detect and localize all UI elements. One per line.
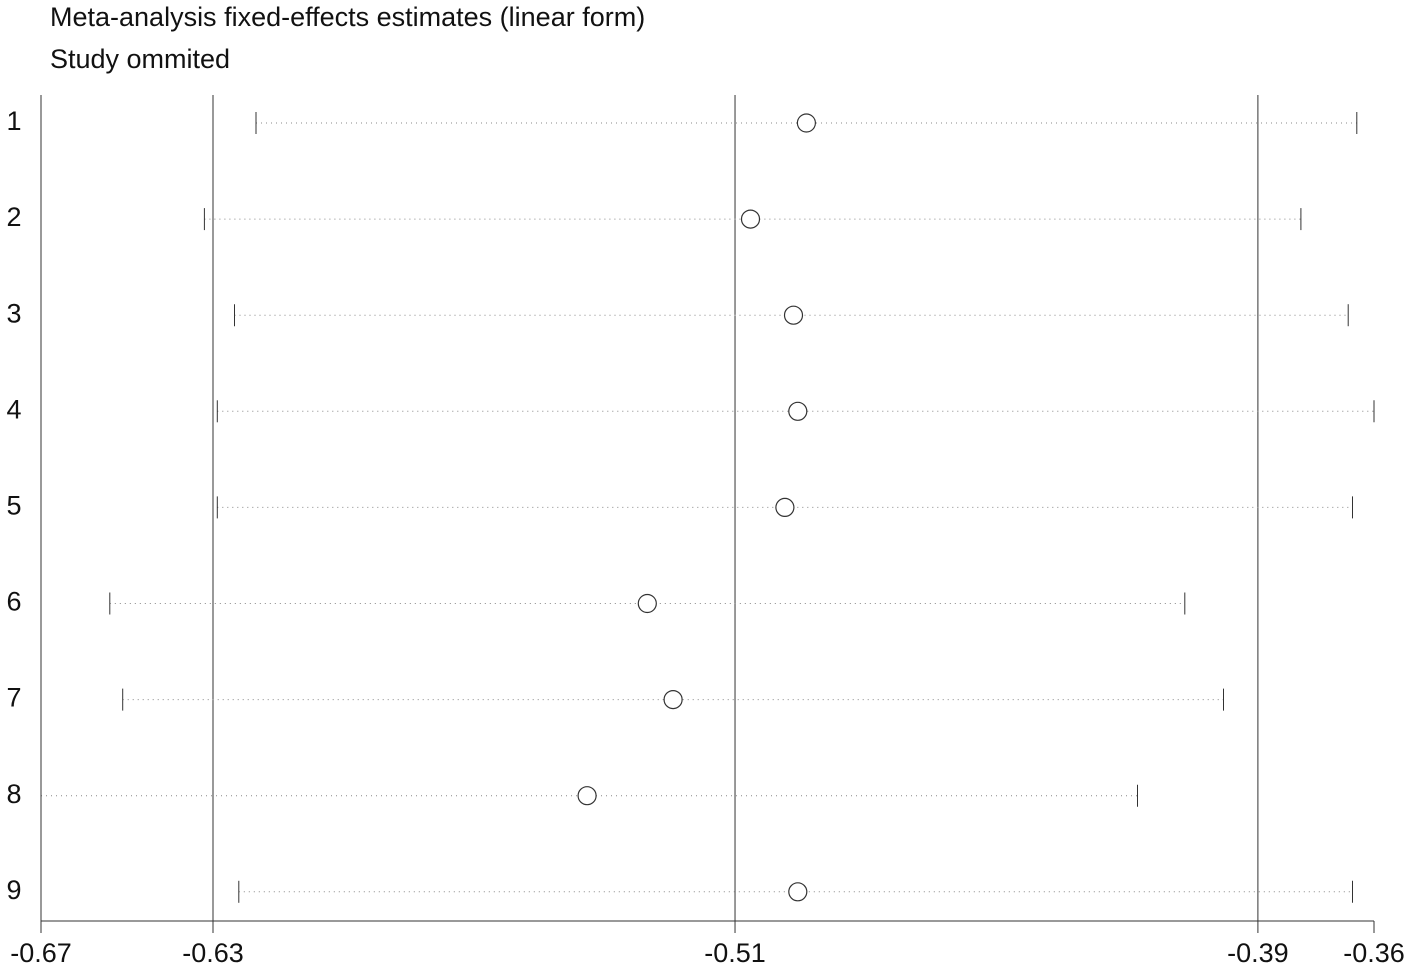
y-tick-label: 7: [6, 683, 21, 713]
y-tick-label: 3: [6, 298, 21, 328]
y-tick-label: 5: [6, 491, 21, 521]
x-tick-label: -0.39: [1227, 938, 1289, 968]
y-tick-label: 9: [6, 875, 21, 905]
estimate-marker: [775, 497, 795, 517]
y-tick-label: 2: [6, 202, 21, 232]
estimate-marker: [788, 401, 808, 421]
estimate-marker: [740, 209, 761, 229]
y-tick-label: 8: [6, 779, 21, 809]
y-tick-label: 1: [6, 106, 21, 136]
x-tick-label: -0.36: [1343, 938, 1405, 968]
x-tick-label: -0.63: [182, 938, 244, 968]
chart-title: Meta-analysis fixed-effects estimates (l…: [50, 2, 645, 32]
x-tick-label: -0.51: [704, 938, 766, 968]
estimate-marker: [788, 882, 808, 902]
estimate-marker: [663, 689, 683, 710]
estimate-marker: [783, 305, 804, 325]
y-tick-label: 6: [6, 587, 21, 617]
estimate-marker: [637, 593, 657, 614]
estimate-marker: [577, 786, 597, 806]
y-tick-label: 4: [6, 394, 21, 424]
x-tick-label: -0.67: [10, 938, 72, 968]
chart-subtitle: Study ommited: [50, 44, 230, 74]
estimate-marker: [796, 113, 817, 133]
